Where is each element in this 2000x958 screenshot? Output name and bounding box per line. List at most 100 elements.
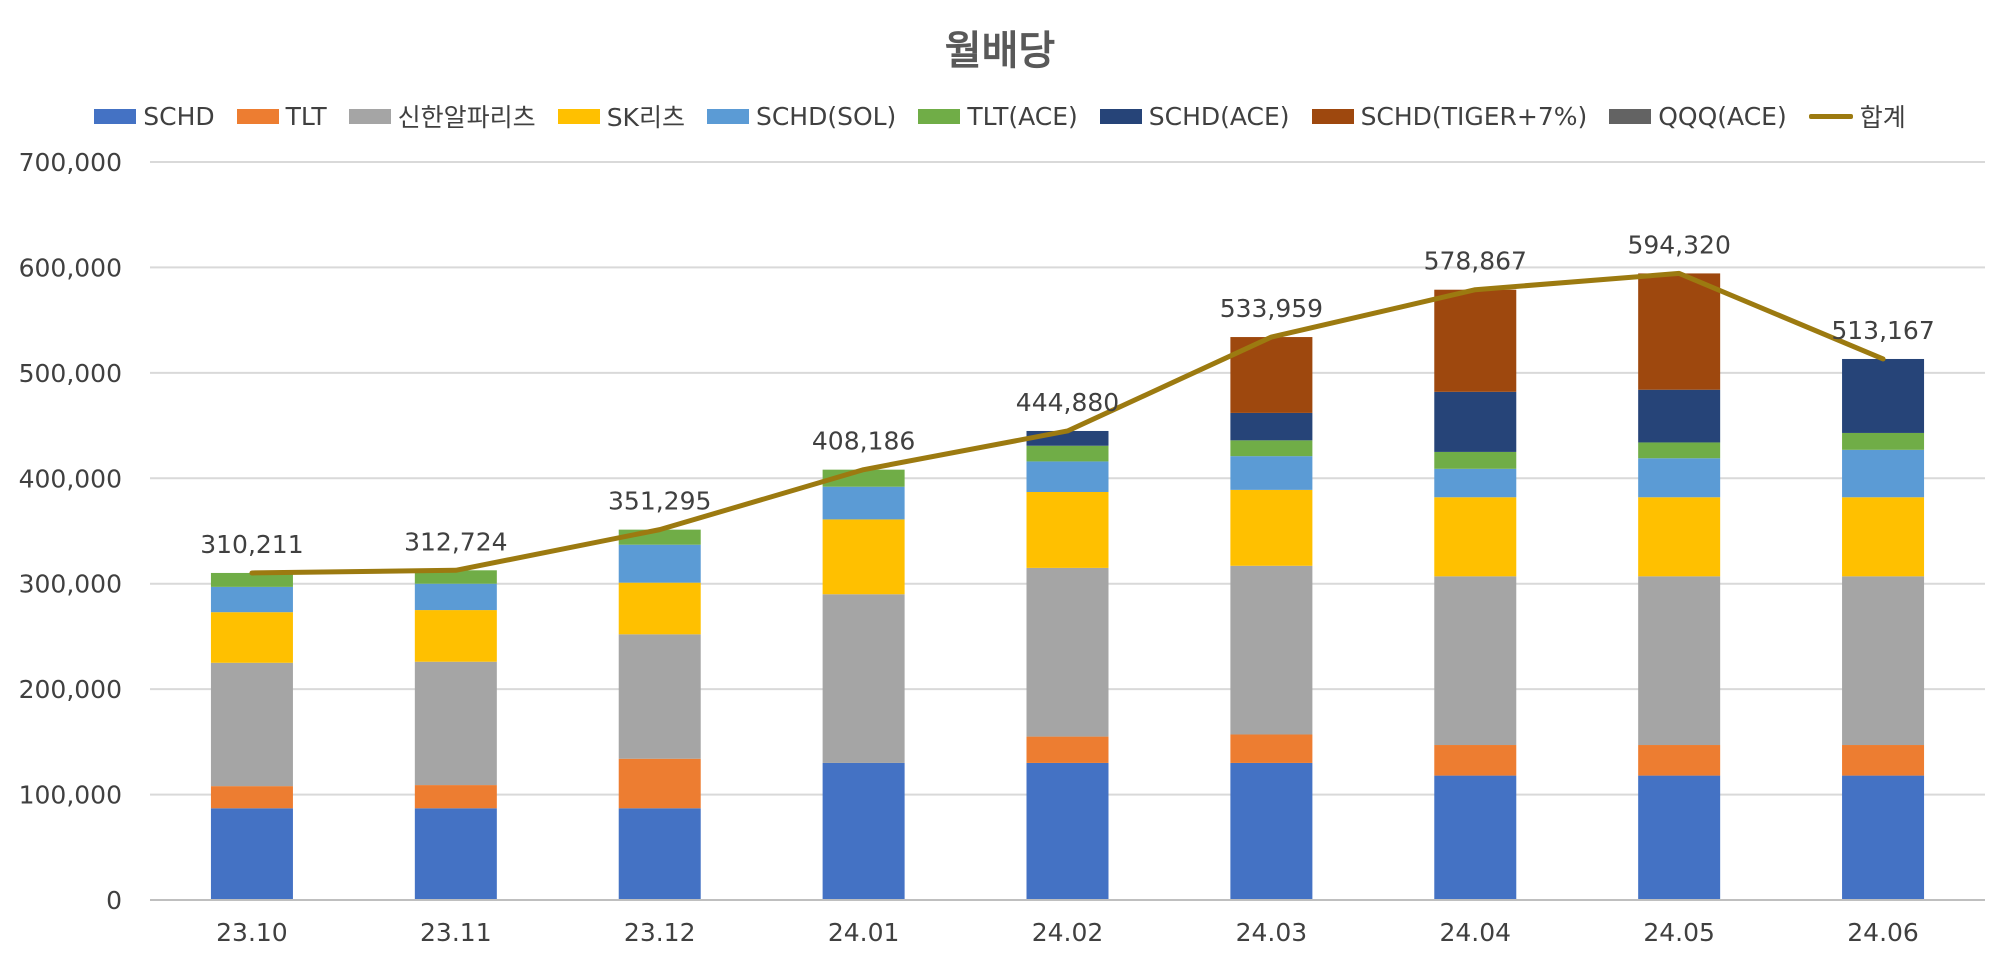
bar-segment [822,762,905,900]
y-axis-ticks: 0 100,000 200,000 300,000 400,000 500,000 600,… [19,148,122,915]
legend-item-1: TLT [236,102,327,131]
bar-segment [1434,497,1517,577]
bar-segment [210,612,293,663]
bar-segment [1026,491,1109,568]
total-series-line [249,270,1886,576]
legend-label: SCHD(ACE) [1148,101,1290,131]
legend-item-7: SCHD(TIGER+7%) [1311,101,1588,131]
bar-segment [1230,762,1313,900]
legend-item-8: QQQ(ACE) [1609,101,1787,131]
x-tick-label: 24.04 [1439,918,1511,947]
legend-label: 합계 [1859,103,1906,132]
x-tick-label: 23.10 [216,918,288,947]
bar-segment [414,583,497,611]
bar-segment [414,808,497,900]
legend-label: SCHD(TIGER+7%) [1360,101,1588,131]
x-tick-label: 24.06 [1847,918,1919,947]
bar-segment [618,544,701,583]
legend: SCHD TLT 신한알파리츠 SK리츠 SCHD(SOL) TLT(ACE) SCHD(A… [0,96,2000,136]
legend-label: QQQ(ACE) [1658,101,1787,131]
legend-label: SCHD(SOL) [755,101,897,131]
bar-segment [210,786,293,809]
bar-segment [210,662,293,787]
legend-item-0: SCHD [94,101,215,131]
bar-segment [1434,775,1517,900]
legend-swatch [1311,108,1354,124]
bar-segment [210,586,293,613]
bar-segment [210,808,293,900]
total-data-label: 444,880 [1016,388,1119,417]
legend-swatch [706,108,749,124]
bar-segment [1638,389,1721,443]
bar-segment [414,661,497,786]
legend-swatch [557,108,600,124]
y-tick-label: 200,000 [19,675,122,704]
total-data-label: 513,167 [1831,316,1934,345]
bar-segment [1230,565,1313,735]
bar-segment [1434,451,1517,469]
y-tick-label: 500,000 [19,359,122,388]
legend-swatch [94,108,137,124]
bar-segment [1434,576,1517,746]
bar-segment [618,582,701,635]
bar-segment [822,594,905,763]
legend-swatch [348,108,391,124]
bar-segment [1638,273,1721,390]
bar-segment [1638,458,1721,498]
chart-title: 월배당 [944,28,1056,74]
legend-swatch [1099,108,1142,124]
x-tick-label: 24.01 [828,918,900,947]
bar-segment [1026,567,1109,737]
bar-segment [1842,432,1925,450]
bar-segment [414,610,497,662]
legend-item-5: TLT(ACE) [918,101,1078,131]
total-labels: 310,211 312,724 351,295 408,186 444,880 533,9… [200,230,1935,559]
bar-segment [1638,576,1721,746]
bar-segment [1638,442,1721,459]
total-line [249,270,1886,576]
total-data-label: 351,295 [608,487,711,516]
bar-segment [1230,440,1313,457]
bar-segment [1842,745,1925,776]
bar-segment [1026,445,1109,462]
legend-item-2: 신한알파리츠 [348,98,536,134]
y-tick-label: 400,000 [19,464,122,493]
total-data-label: 594,320 [1627,230,1730,259]
bar-segment [1230,412,1313,441]
bars [210,273,1925,900]
bar-segment [1842,358,1925,433]
bar-segment [1230,489,1313,566]
total-data-label: 408,186 [812,427,915,456]
bar-segment [1026,762,1109,900]
bar-segment [1026,461,1109,492]
y-tick-label: 600,000 [19,253,122,282]
x-tick-label: 24.05 [1643,918,1715,947]
bar-segment [618,634,701,759]
bar-segment [1230,456,1313,490]
legend-label: 신한알파리츠 [397,103,536,132]
bar-segment [1842,449,1925,498]
bar-segment [618,808,701,900]
bar-segment [1434,468,1517,498]
legend-item-4: SCHD(SOL) [706,101,897,131]
legend-swatch [1609,108,1652,124]
legend-item-total: 합계 [1808,98,1906,134]
legend-item-6: SCHD(ACE) [1099,101,1290,131]
bar-segment [414,570,497,584]
x-tick-label: 23.11 [420,918,492,947]
legend-label: SCHD [143,101,215,131]
bar-segment [618,758,701,809]
bar-segment [1434,391,1517,452]
total-data-label: 310,211 [200,530,303,559]
x-tick-label: 24.03 [1236,918,1308,947]
legend-item-3: SK리츠 [557,98,685,134]
legend-label: TLT(ACE) [967,101,1078,131]
total-data-label: 578,867 [1424,247,1527,276]
bar-segment [1842,576,1925,746]
bar-segment [1230,734,1313,763]
y-tick-label: 100,000 [19,781,122,810]
x-tick-label: 23.12 [624,918,696,947]
bar-segment [1638,775,1721,900]
bar-segment [414,785,497,809]
